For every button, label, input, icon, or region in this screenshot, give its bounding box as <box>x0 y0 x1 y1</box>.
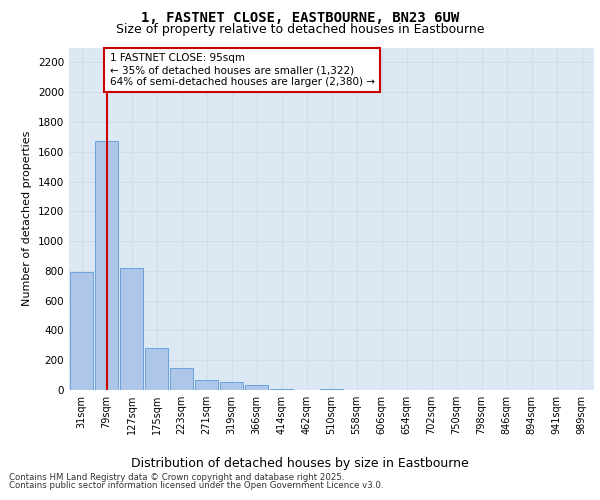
Bar <box>220 382 244 390</box>
Text: Contains HM Land Registry data © Crown copyright and database right 2025.: Contains HM Land Registry data © Crown c… <box>9 472 344 482</box>
Bar <box>245 385 268 390</box>
Bar <box>145 348 169 390</box>
Text: 1, FASTNET CLOSE, EASTBOURNE, BN23 6UW: 1, FASTNET CLOSE, EASTBOURNE, BN23 6UW <box>141 11 459 25</box>
Bar <box>170 368 193 390</box>
Bar <box>320 388 343 390</box>
Y-axis label: Number of detached properties: Number of detached properties <box>22 131 32 306</box>
Bar <box>269 388 293 390</box>
Bar <box>70 272 94 390</box>
Text: 1 FASTNET CLOSE: 95sqm
← 35% of detached houses are smaller (1,322)
64% of semi-: 1 FASTNET CLOSE: 95sqm ← 35% of detached… <box>110 54 374 86</box>
Bar <box>119 268 143 390</box>
Bar <box>194 380 218 390</box>
Text: Contains public sector information licensed under the Open Government Licence v3: Contains public sector information licen… <box>9 481 383 490</box>
Text: Distribution of detached houses by size in Eastbourne: Distribution of detached houses by size … <box>131 458 469 470</box>
Bar <box>95 142 118 390</box>
Text: Size of property relative to detached houses in Eastbourne: Size of property relative to detached ho… <box>116 22 484 36</box>
